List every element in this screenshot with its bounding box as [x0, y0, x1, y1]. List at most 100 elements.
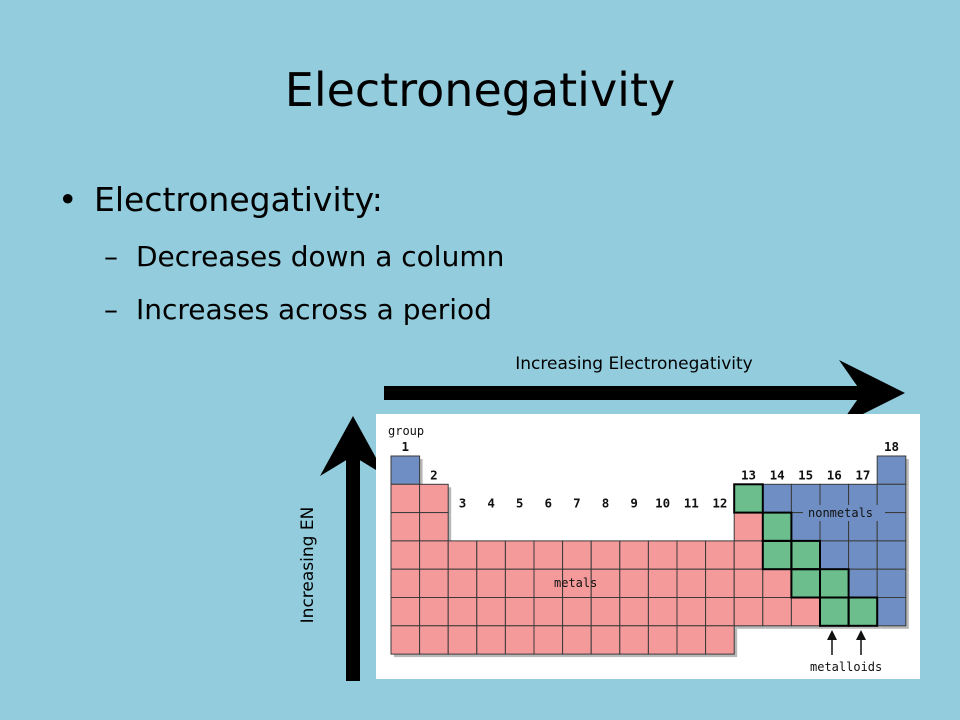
- group-number-4: 4: [487, 496, 495, 511]
- element-cell: [619, 625, 649, 655]
- element-cell: [419, 540, 449, 570]
- element-cell: [876, 597, 907, 627]
- bullet-dot: •: [58, 180, 78, 219]
- element-cell: [390, 597, 421, 627]
- metalloids-pointer-arrow: [856, 630, 866, 655]
- element-cell: [447, 597, 478, 627]
- element-cell: [533, 540, 564, 570]
- element-cell: [562, 625, 592, 655]
- element-cell: [562, 540, 592, 570]
- element-cell: [819, 540, 850, 570]
- element-cell: [390, 455, 421, 485]
- element-cell: [619, 568, 649, 598]
- element-cell: [476, 540, 506, 570]
- group-number-1: 1: [402, 439, 410, 454]
- element-cell: [419, 597, 449, 627]
- element-cell: [790, 597, 821, 627]
- element-cell: [762, 512, 792, 542]
- element-cell: [590, 540, 621, 570]
- metalloid-cell-border: [847, 596, 879, 627]
- element-cell: [647, 597, 678, 627]
- metalloids-pointer-arrow: [827, 630, 837, 655]
- element-cell: [819, 597, 850, 627]
- element-cell: [590, 625, 621, 655]
- element-cell: [676, 597, 707, 627]
- element-cell: [705, 540, 735, 570]
- periodic-table-figure: group 1 2 3 4 5 6 7 8 9 10 11 12 13 14 1…: [376, 414, 920, 679]
- table-cells: [390, 455, 907, 655]
- element-cell: [533, 597, 564, 627]
- subpoint-dash: –: [104, 293, 118, 326]
- element-cell: [504, 597, 535, 627]
- element-cell: [647, 568, 678, 598]
- group-number-14: 14: [770, 467, 785, 482]
- element-cell: [705, 597, 735, 627]
- element-cell: [876, 540, 907, 570]
- element-cell: [390, 540, 421, 570]
- element-cell: [705, 625, 735, 655]
- element-cell: [447, 540, 478, 570]
- group-number-12: 12: [712, 496, 727, 511]
- element-cell: [476, 597, 506, 627]
- group-number-8: 8: [602, 496, 610, 511]
- group-number-6: 6: [545, 496, 553, 511]
- group-label: group: [388, 424, 424, 438]
- group-number-3: 3: [459, 496, 467, 511]
- element-cell: [876, 455, 907, 485]
- group-number-16: 16: [827, 467, 842, 482]
- vertical-arrow-label: Increasing EN: [298, 506, 318, 624]
- element-cell: [447, 568, 478, 598]
- subpoint-2: – Increases across a period: [104, 290, 492, 330]
- element-cell: [676, 625, 707, 655]
- element-cell: [619, 540, 649, 570]
- element-cell: [419, 625, 449, 655]
- element-cell: [590, 568, 621, 598]
- metals-label: metals: [554, 576, 597, 590]
- horizontal-arrow-label: Increasing Electronegativity: [515, 354, 753, 374]
- group-number-17: 17: [855, 467, 870, 482]
- element-cell: [676, 568, 707, 598]
- element-cell: [762, 540, 792, 570]
- element-cell: [819, 568, 850, 598]
- element-cell: [733, 568, 764, 598]
- element-cell: [419, 568, 449, 598]
- element-cell: [590, 597, 621, 627]
- subpoint-text: Increases across a period: [136, 293, 492, 326]
- element-cell: [504, 568, 535, 598]
- group-number-10: 10: [655, 496, 670, 511]
- element-cell: [619, 597, 649, 627]
- element-cell: [390, 568, 421, 598]
- element-cell: [647, 540, 678, 570]
- group-number-15: 15: [798, 467, 813, 482]
- group-number-11: 11: [684, 496, 699, 511]
- element-cell: [504, 540, 535, 570]
- element-cell: [876, 568, 907, 598]
- group-number-2: 2: [430, 467, 438, 482]
- element-cell: [705, 568, 735, 598]
- element-cell: [733, 512, 764, 542]
- element-cell: [504, 625, 535, 655]
- element-cell: [562, 597, 592, 627]
- element-cell: [562, 568, 592, 598]
- element-cell: [790, 568, 821, 598]
- element-cell: [390, 483, 421, 514]
- slide-title: Electronegativity: [284, 63, 676, 117]
- element-cell: [733, 483, 764, 514]
- nonmetals-label: nonmetals: [808, 506, 873, 520]
- arrow-right-icon: [384, 360, 905, 426]
- element-cell: [733, 597, 764, 627]
- element-cell: [762, 597, 792, 627]
- group-number-18: 18: [884, 439, 899, 454]
- metalloid-cell-border: [733, 483, 764, 514]
- element-cell: [476, 568, 506, 598]
- element-cell: [419, 483, 449, 514]
- bullet-item: • Electronegativity:: [58, 176, 383, 224]
- subpoint-dash: –: [104, 240, 118, 273]
- element-cell: [676, 540, 707, 570]
- element-cell: [390, 512, 421, 542]
- element-cell: [476, 625, 506, 655]
- nonmetals-label-bg: [803, 505, 885, 521]
- group-number-7: 7: [573, 496, 581, 511]
- element-cell: [733, 540, 764, 570]
- subpoint-1: – Decreases down a column: [104, 237, 504, 277]
